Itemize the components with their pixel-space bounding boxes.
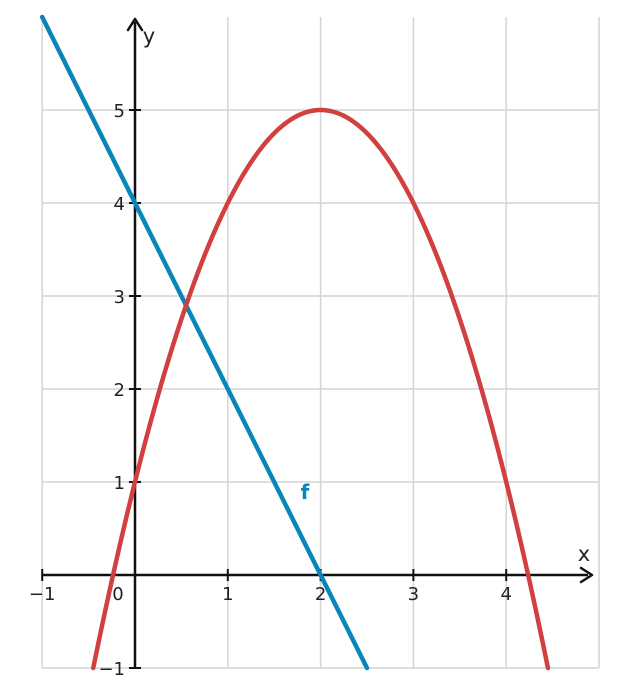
x-tick-label: 3 [408,584,419,605]
series-f-line [39,14,370,671]
axes [41,17,594,669]
y-tick-label: 1 [114,473,125,494]
x-axis-label: x [578,542,590,566]
y-tick-label: 2 [114,380,125,401]
x-axis-arrow-icon [579,566,594,584]
series-line-2 [90,107,551,671]
series-f-label: f [301,480,310,504]
series-layer [39,14,551,671]
y-tick-label: −1 [98,659,125,680]
x-tick-label: −1 [29,584,56,605]
y-tick-label: 3 [114,287,125,308]
x-tick-label: 0 [112,584,123,605]
x-tick-label: 1 [222,584,233,605]
labels-layer: −1 0 1 2 3 4 −1 1 2 3 4 5 x y f [29,24,590,680]
x-tick-label: 2 [315,584,326,605]
y-axis-arrow-icon [126,17,144,32]
y-tick-label: 4 [114,194,125,215]
y-axis-label: y [143,24,155,48]
y-tick-label: 5 [114,101,125,122]
x-tick-label: 4 [500,584,511,605]
